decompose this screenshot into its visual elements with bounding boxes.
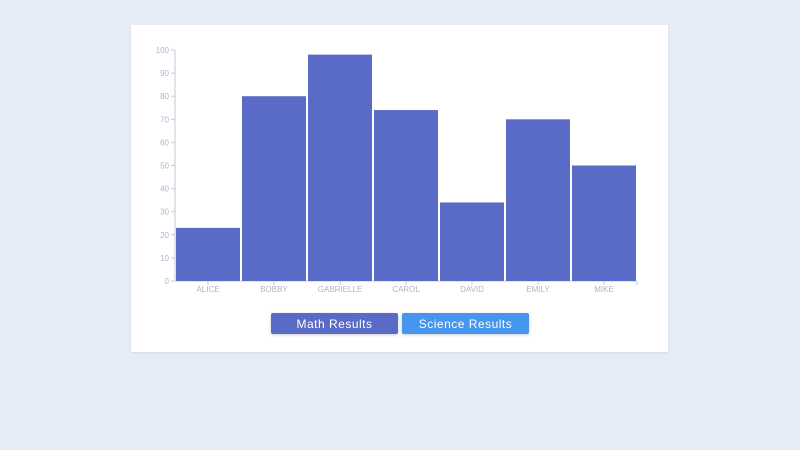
x-tick-label: ALICE	[196, 285, 219, 294]
bar-carol	[374, 110, 438, 281]
bar-mike	[572, 165, 636, 281]
bar-bobby	[242, 96, 306, 281]
y-tick-label: 0	[165, 277, 170, 286]
y-tick-label: 50	[160, 162, 169, 171]
x-tick-label: EMILY	[526, 285, 550, 294]
y-tick-label: 90	[160, 69, 169, 78]
y-tick-label: 100	[156, 46, 170, 55]
y-tick-label: 80	[160, 92, 169, 101]
y-tick-label: 10	[160, 254, 169, 263]
y-tick-label: 70	[160, 115, 169, 124]
x-tick-label: BOBBY	[260, 285, 288, 294]
bar-david	[440, 202, 504, 281]
bar-emily	[506, 119, 570, 281]
bar-gabrielle	[308, 54, 372, 282]
x-tick-label: MIKE	[594, 285, 614, 294]
y-tick-label: 60	[160, 138, 169, 147]
x-tick-label: DAVID	[460, 285, 484, 294]
x-tick-label: CAROL	[392, 285, 420, 294]
science-results-button[interactable]: Science Results	[402, 313, 529, 334]
math-results-button[interactable]: Math Results	[271, 313, 398, 334]
y-tick-label: 40	[160, 185, 169, 194]
bar-alice	[176, 227, 240, 281]
x-tick-label: GABRIELLE	[318, 285, 362, 294]
y-tick-label: 20	[160, 231, 169, 240]
y-tick-label: 30	[160, 208, 169, 217]
